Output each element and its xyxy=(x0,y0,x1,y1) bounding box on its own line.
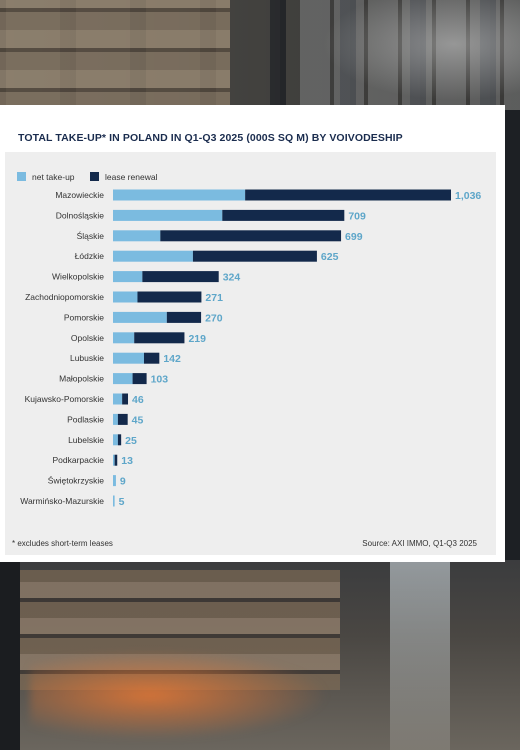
bar-net-take-up-lubuskie xyxy=(113,352,144,364)
category-label-pomorskie: Pomorskie xyxy=(64,312,104,322)
total-label-dolnoslaskie: 709 xyxy=(348,210,366,222)
category-label-podkarpackie: Podkarpackie xyxy=(52,455,104,465)
bar-net-take-up-slaskie xyxy=(113,230,161,242)
category-label-dolnoslaskie: Dolnośląskie xyxy=(56,210,104,220)
bar-net-take-up-mazowieckie xyxy=(113,189,246,201)
bar-chart-svg: Mazowieckie 1,036 Dolnośląskie 709 Śląskie 69… xyxy=(20,189,481,508)
bar-lease-renewal-dolnoslaskie xyxy=(222,209,345,221)
bar-net-take-up-podlaskie xyxy=(113,413,118,425)
category-label-warminsko-mazurskie: Warmińsko-Mazurskie xyxy=(20,496,104,506)
bar-lease-renewal-malopolskie xyxy=(132,373,147,385)
bar-net-take-up-opolskie xyxy=(113,332,135,344)
category-label-zachodniopomorskie: Zachodniopomorskie xyxy=(25,292,104,302)
total-label-malopolskie: 103 xyxy=(151,374,169,386)
bar-net-take-up-podkarpackie xyxy=(113,454,115,466)
category-label-podlaskie: Podlaskie xyxy=(67,414,104,424)
bar-net-take-up-wielkopolskie xyxy=(113,271,143,283)
warehouse-aisle-light xyxy=(390,560,450,750)
warehouse-photo-top xyxy=(0,0,520,110)
category-label-opolskie: Opolskie xyxy=(71,333,104,343)
total-label-lubelskie: 25 xyxy=(125,435,137,447)
footnote: * excludes short-term leases xyxy=(12,539,113,548)
bar-lease-renewal-pomorskie xyxy=(166,311,202,323)
category-label-mazowieckie: Mazowieckie xyxy=(55,190,104,200)
bar-net-take-up-lubelskie xyxy=(113,434,118,446)
total-label-podkarpackie: 13 xyxy=(121,455,133,467)
left-dark-strip xyxy=(0,560,20,750)
bar-lease-renewal-zachodniopomorskie xyxy=(137,291,202,303)
total-label-zachodniopomorskie: 271 xyxy=(205,292,223,304)
category-label-lubuskie: Lubuskie xyxy=(70,353,104,363)
category-label-lubelskie: Lubelskie xyxy=(68,435,104,445)
bar-lease-renewal-lodzkie xyxy=(192,250,317,262)
legend-label-net-take-up: net take-up xyxy=(32,172,75,182)
bar-net-take-up-pomorskie xyxy=(113,311,167,323)
bar-net-take-up-kujawsko-pomorskie xyxy=(113,393,123,405)
total-label-opolskie: 219 xyxy=(188,333,206,345)
category-label-malopolskie: Małopolskie xyxy=(59,374,104,384)
bar-lease-renewal-podkarpackie xyxy=(114,454,118,466)
total-label-lubuskie: 142 xyxy=(163,353,181,365)
bar-net-take-up-warminsko-mazurskie xyxy=(113,495,115,507)
total-label-mazowieckie: 1,036 xyxy=(455,190,481,202)
category-label-slaskie: Śląskie xyxy=(77,230,105,241)
bar-lease-renewal-podlaskie xyxy=(117,413,128,425)
bar-lease-renewal-slaskie xyxy=(160,230,342,242)
source-note: Source: AXI IMMO, Q1-Q3 2025 xyxy=(362,539,477,548)
chart-card: TOTAL TAKE-UP* IN POLAND IN Q1-Q3 2025 (… xyxy=(0,105,505,562)
legend-swatch-net-take-up xyxy=(17,172,26,181)
bar-lease-renewal-wielkopolskie xyxy=(142,271,219,283)
category-label-kujawsko-pomorskie: Kujawsko-Pomorskie xyxy=(25,394,105,404)
category-label-swietokrzyskie: Świętokrzyskie xyxy=(48,475,104,486)
total-label-swietokrzyskie: 9 xyxy=(120,476,126,488)
total-label-wielkopolskie: 324 xyxy=(223,272,241,284)
chart-title: TOTAL TAKE-UP* IN POLAND IN Q1-Q3 2025 (… xyxy=(18,132,403,144)
bar-net-take-up-dolnoslaskie xyxy=(113,209,223,221)
total-label-lodzkie: 625 xyxy=(321,251,339,263)
total-label-pomorskie: 270 xyxy=(205,312,223,324)
category-label-wielkopolskie: Wielkopolskie xyxy=(52,272,104,282)
chart-panel: net take-up lease renewal Mazowieckie 1,0… xyxy=(5,152,496,555)
legend-swatch-lease-renewal xyxy=(90,172,99,181)
total-label-kujawsko-pomorskie: 46 xyxy=(132,394,144,406)
total-label-podlaskie: 45 xyxy=(132,414,144,426)
bar-lease-renewal-kujawsko-pomorskie xyxy=(122,393,129,405)
bar-lease-renewal-lubelskie xyxy=(117,434,122,446)
bar-lease-renewal-lubuskie xyxy=(143,352,160,364)
bar-net-take-up-malopolskie xyxy=(113,373,133,385)
total-label-warminsko-mazurskie: 5 xyxy=(119,496,125,508)
bar-lease-renewal-mazowieckie xyxy=(245,189,451,201)
bar-net-take-up-lodzkie xyxy=(113,250,193,262)
bar-net-take-up-swietokrzyskie xyxy=(113,475,116,487)
category-label-lodzkie: Łódzkie xyxy=(75,251,105,261)
bar-net-take-up-zachodniopomorskie xyxy=(113,291,138,303)
bar-lease-renewal-opolskie xyxy=(134,332,185,344)
legend-label-lease-renewal: lease renewal xyxy=(105,172,158,182)
total-label-slaskie: 699 xyxy=(345,231,363,243)
